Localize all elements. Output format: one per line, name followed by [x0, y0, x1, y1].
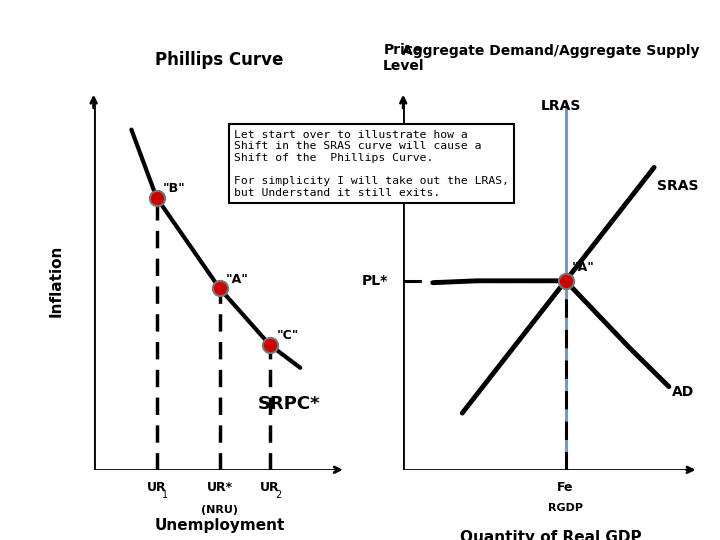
Text: Let start over to illustrate how a
Shift in the SRAS curve will cause a
Shift of: Let start over to illustrate how a Shift… [234, 130, 509, 198]
Text: RGDP: RGDP [548, 503, 583, 514]
Text: AD: AD [672, 386, 694, 399]
Text: SRAS: SRAS [657, 179, 698, 193]
Text: SRPC*: SRPC* [258, 395, 320, 413]
Text: Fe: Fe [557, 481, 574, 494]
Text: Quantity of Real GDP: Quantity of Real GDP [460, 530, 642, 540]
Text: (NRU): (NRU) [201, 505, 238, 515]
Point [264, 341, 276, 349]
Text: "A": "A" [572, 261, 594, 274]
Text: Price
Level: Price Level [382, 43, 424, 73]
Text: UR: UR [260, 481, 280, 494]
Text: Unemployment: Unemployment [154, 518, 285, 534]
Text: PL*: PL* [362, 274, 389, 288]
Text: 2: 2 [276, 490, 282, 500]
Text: "B": "B" [163, 182, 186, 195]
Text: Inflation: Inflation [48, 245, 63, 317]
Text: "A": "A" [226, 273, 249, 286]
Text: UR*: UR* [207, 481, 233, 494]
Text: LRAS: LRAS [541, 99, 581, 113]
Point [214, 284, 225, 293]
Text: Aggregate Demand/Aggregate Supply: Aggregate Demand/Aggregate Supply [402, 44, 700, 58]
Point [151, 193, 163, 202]
Text: UR: UR [147, 481, 166, 494]
Text: "C": "C" [276, 329, 299, 342]
Point [560, 276, 572, 285]
Text: Phillips Curve: Phillips Curve [156, 51, 284, 69]
Text: 1: 1 [162, 490, 168, 500]
